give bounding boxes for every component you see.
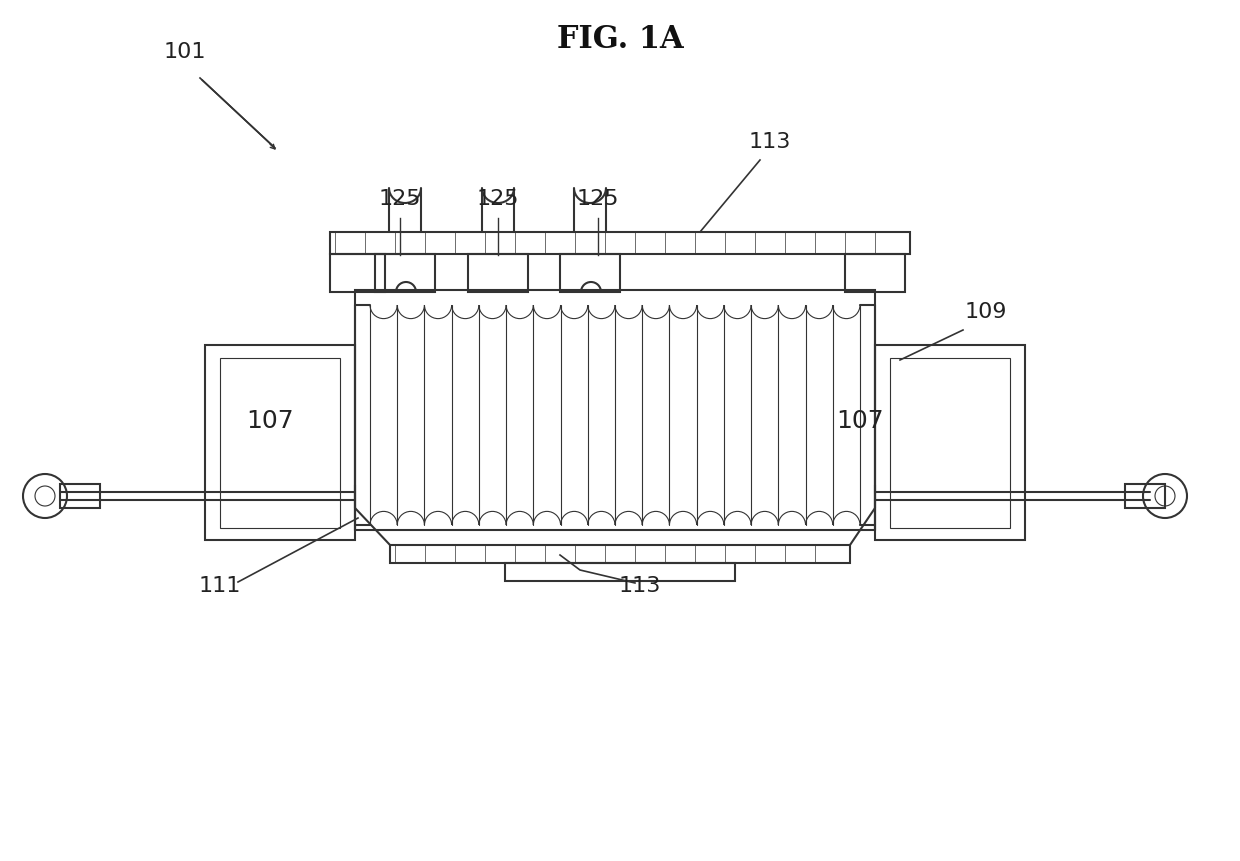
Bar xyxy=(560,254,620,292)
Text: 125: 125 xyxy=(577,189,619,209)
Bar xyxy=(505,563,735,581)
Bar xyxy=(391,545,849,563)
Text: 125: 125 xyxy=(378,189,422,209)
Bar xyxy=(355,290,875,530)
Text: 125: 125 xyxy=(476,189,520,209)
Text: 113: 113 xyxy=(749,132,791,152)
Bar xyxy=(467,254,528,292)
Text: 101: 101 xyxy=(164,42,206,62)
Bar xyxy=(60,484,100,508)
Text: 111: 111 xyxy=(198,576,242,596)
Bar xyxy=(374,254,435,292)
Bar xyxy=(205,345,355,540)
Bar xyxy=(890,358,1011,528)
Bar xyxy=(330,232,910,254)
Bar xyxy=(330,254,384,292)
Text: 109: 109 xyxy=(965,302,1007,322)
Bar xyxy=(875,345,1025,540)
Text: FIG. 1A: FIG. 1A xyxy=(557,24,683,55)
Text: 107: 107 xyxy=(836,409,884,433)
Bar xyxy=(1125,484,1166,508)
Text: 107: 107 xyxy=(247,409,294,433)
Text: 113: 113 xyxy=(619,576,661,596)
Bar xyxy=(844,254,905,292)
Bar xyxy=(219,358,340,528)
